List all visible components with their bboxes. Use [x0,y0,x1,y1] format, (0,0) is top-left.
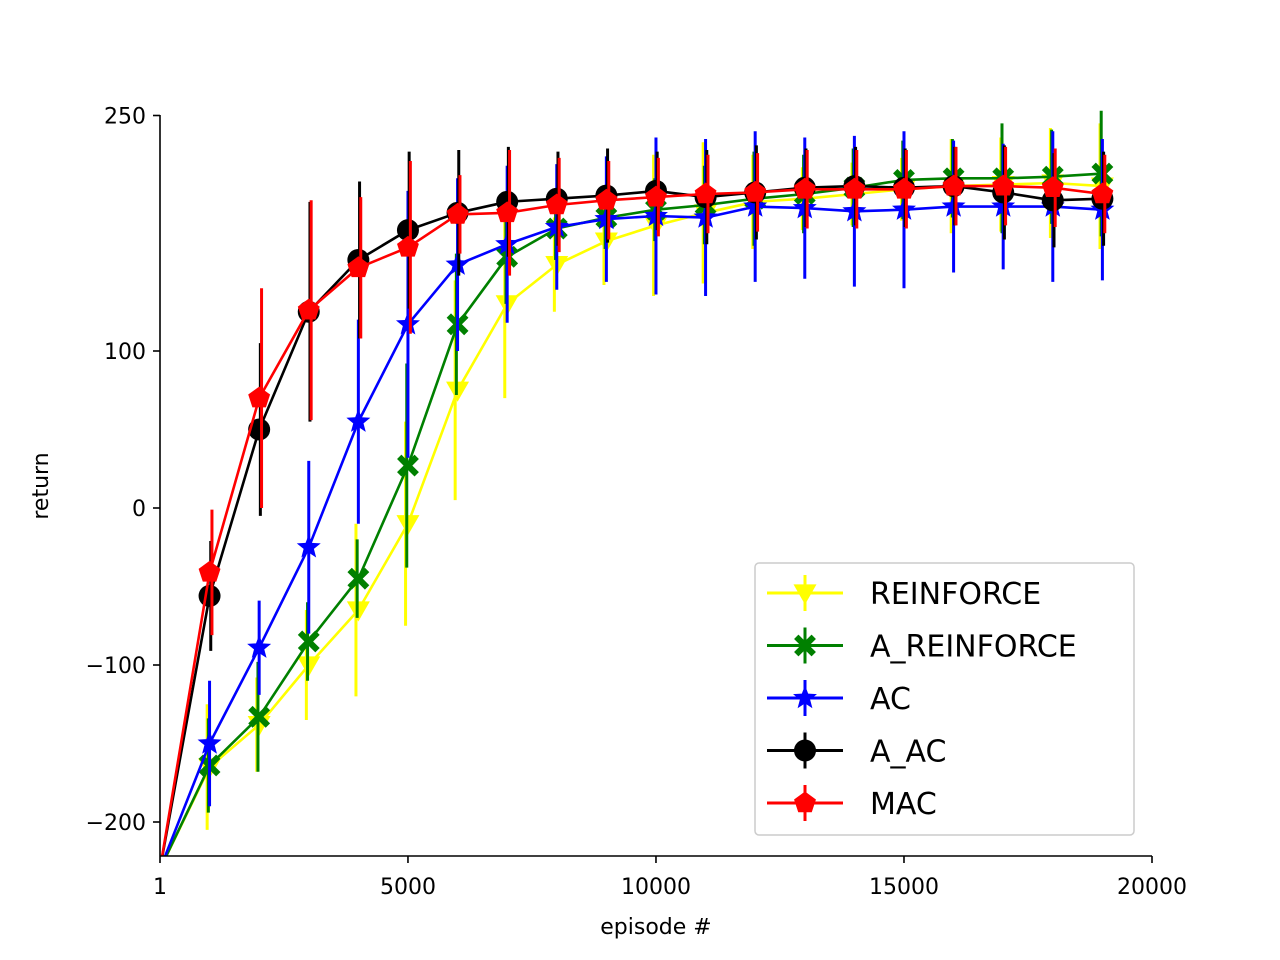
data-point [1041,176,1064,198]
x-tick-label: 1 [153,875,167,900]
y-tick-label: −200 [86,811,146,836]
data-point [248,418,271,441]
y-tick-label: 100 [104,340,146,365]
data-point [347,567,370,590]
data-point [297,298,320,320]
data-point [645,185,667,207]
legend-label: A_REINFORCE [870,630,1077,665]
series-line [163,205,1103,856]
series-line [164,172,1103,856]
data-point [248,705,271,728]
data-point [843,177,866,199]
data-point [198,584,221,607]
legend-label: A_AC [870,735,946,770]
legend-label: MAC [870,787,937,822]
legend-label: REINFORCE [870,577,1041,612]
x-tick-label: 20000 [1117,875,1187,900]
series-layer [160,110,1115,856]
y-tick-label: 250 [104,105,146,130]
data-point [397,454,419,477]
legend-item-ac: AC [767,680,911,717]
legend-marker [793,584,817,605]
series-mac [160,146,1114,856]
data-point [248,386,271,408]
data-point [942,174,965,196]
legend-marker [794,791,816,813]
x-tick-label: 5000 [380,875,436,900]
legend: REINFORCE A_REINFORCE AC A_AC MAC [754,562,1135,836]
data-point [197,730,222,754]
x-tick-label: 10000 [621,875,691,900]
data-point [346,409,371,432]
x-tick-label: 15000 [869,875,939,900]
legend-label: AC [870,682,911,717]
legend-item-reinforce: REINFORCE [767,575,1041,612]
data-point [545,193,568,215]
data-point [397,235,419,257]
data-point [297,630,320,653]
y-tick-label: 0 [132,497,146,522]
data-point [793,177,816,199]
data-point [992,174,1015,196]
data-point [496,201,519,223]
data-point [247,635,272,658]
data-point [1091,182,1114,204]
data-point [744,180,767,202]
legend-item-a-ac: A_AC [767,732,946,770]
legend-marker [794,739,816,762]
data-point [296,534,321,558]
data-point [347,256,370,278]
data-point [395,311,420,335]
y-axis-label: return [29,452,54,519]
data-point [446,202,469,224]
x-axis-label: episode # [600,915,711,940]
data-point [893,177,915,199]
y-tick-label: −100 [86,654,146,679]
legend-item-mac: MAC [767,785,937,822]
data-point [198,560,221,582]
data-point [694,182,717,204]
legend-marker [794,634,816,657]
data-point [396,219,419,242]
data-point [595,188,618,210]
legend-marker [793,685,817,709]
legend-item-a-reinforce: A_REINFORCE [767,627,1077,665]
